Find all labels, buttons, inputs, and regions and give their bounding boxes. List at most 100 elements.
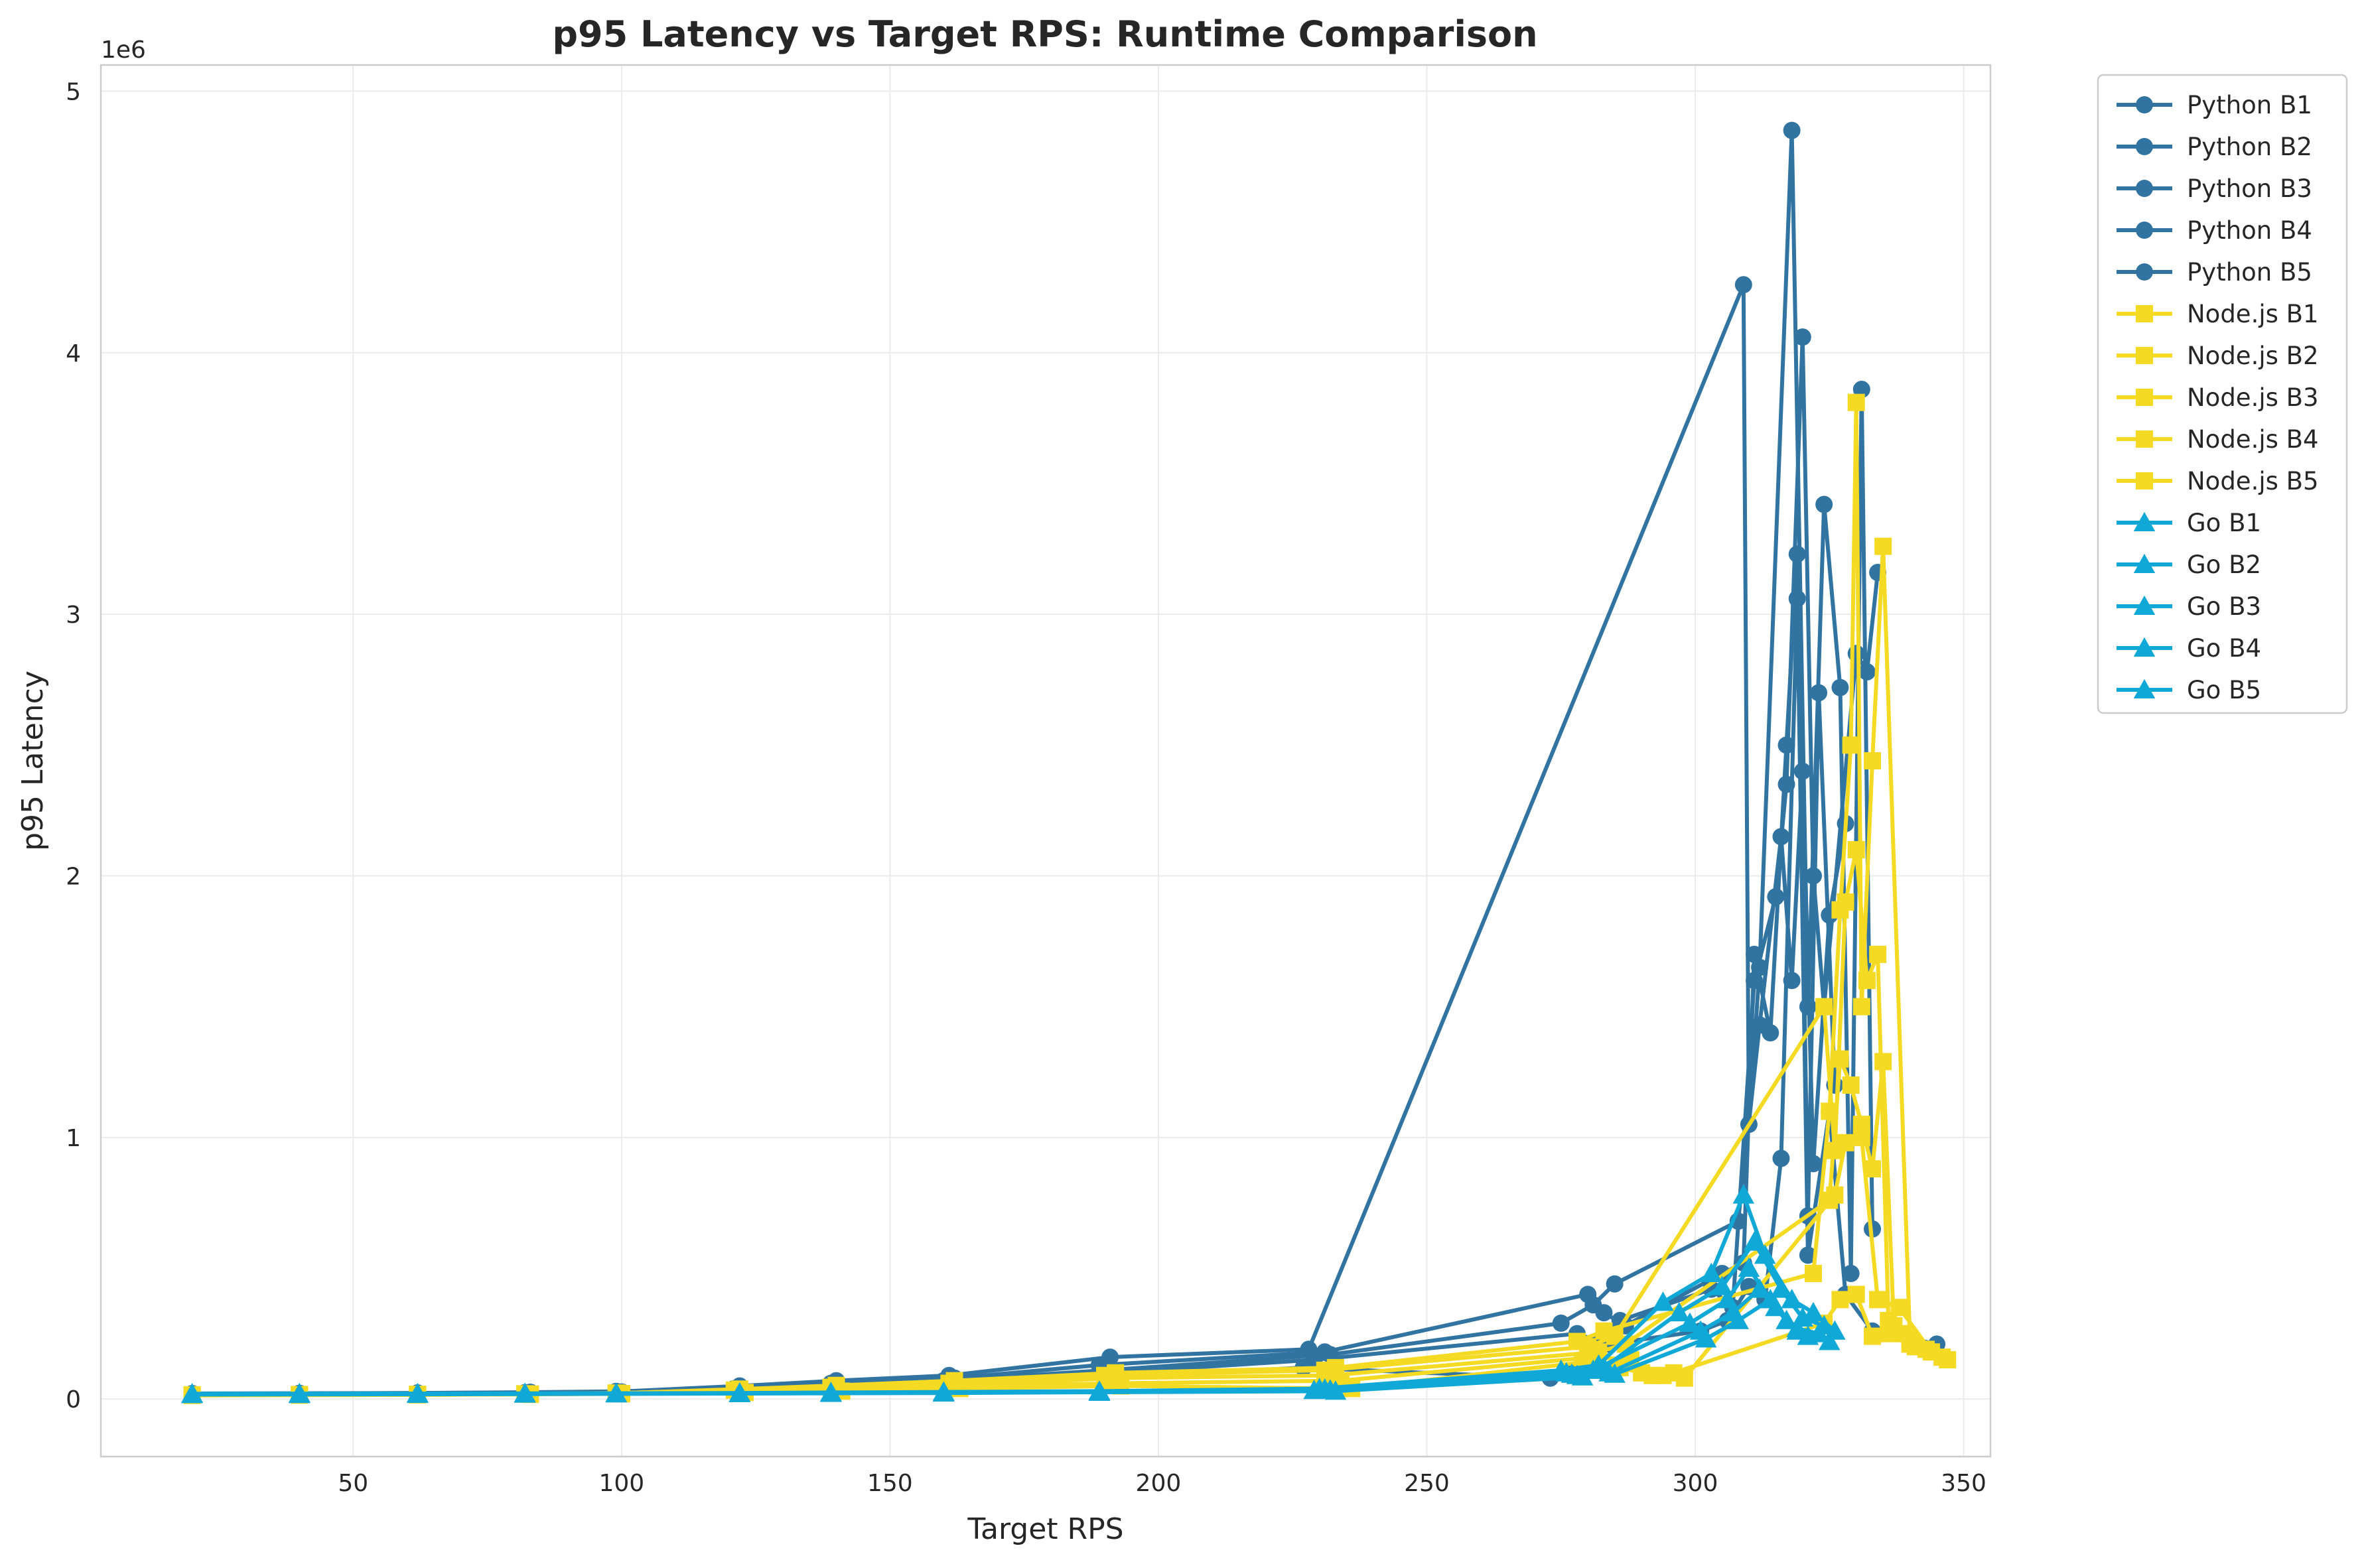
y-axis-label: p95 Latency bbox=[16, 671, 50, 851]
data-point bbox=[1786, 1320, 1808, 1340]
series bbox=[181, 121, 1957, 1404]
data-point bbox=[1738, 1257, 1760, 1277]
legend-item: Go B2 bbox=[2117, 551, 2261, 579]
legend-label: Python B2 bbox=[2187, 133, 2312, 161]
data-point bbox=[1770, 1278, 1792, 1298]
data-point bbox=[1793, 762, 1811, 780]
data-point bbox=[1874, 537, 1892, 555]
data-point bbox=[1826, 1186, 1844, 1204]
data-point bbox=[1732, 1184, 1755, 1204]
series-go-b5 bbox=[181, 1289, 1841, 1404]
data-point bbox=[1815, 495, 1833, 513]
data-point bbox=[407, 1383, 429, 1404]
data-point bbox=[1810, 684, 1828, 702]
x-tick-label: 300 bbox=[1673, 1470, 1718, 1497]
legend-swatch-marker bbox=[2136, 430, 2153, 448]
data-point bbox=[933, 1382, 955, 1402]
grid bbox=[101, 65, 1990, 1457]
tick-labels: 50 100 150 200 250 300 350 0 1 2 3 4 5 bbox=[66, 78, 1986, 1497]
data-point bbox=[1869, 1291, 1887, 1309]
legend-label: Go B5 bbox=[2187, 676, 2261, 704]
data-point bbox=[1665, 1364, 1683, 1382]
legend-label: Node.js B2 bbox=[2187, 342, 2319, 370]
data-point bbox=[1939, 1351, 1957, 1369]
legend-label: Python B5 bbox=[2187, 258, 2312, 287]
data-point bbox=[1751, 1016, 1769, 1034]
data-point bbox=[1552, 1314, 1570, 1332]
data-point bbox=[1668, 1301, 1690, 1322]
data-point bbox=[289, 1384, 311, 1404]
legend-item: Go B3 bbox=[2117, 592, 2261, 621]
x-tick-label: 350 bbox=[1941, 1470, 1986, 1497]
data-point bbox=[1604, 1363, 1626, 1383]
data-point bbox=[1805, 1155, 1822, 1173]
data-point bbox=[1831, 679, 1849, 696]
legend-item: Python B3 bbox=[2117, 174, 2312, 203]
data-point bbox=[1842, 1077, 1860, 1094]
y-tick-label: 5 bbox=[66, 78, 81, 105]
legend-swatch-marker bbox=[2133, 511, 2156, 531]
data-point bbox=[1864, 752, 1881, 769]
legend-item: Node.js B1 bbox=[2117, 300, 2319, 328]
data-point bbox=[605, 1383, 627, 1403]
data-point bbox=[1858, 972, 1876, 990]
legend-item: Python B4 bbox=[2117, 216, 2312, 245]
legend-item: Node.js B5 bbox=[2117, 467, 2319, 495]
data-point bbox=[1802, 1301, 1825, 1322]
chart-title: p95 Latency vs Target RPS: Runtime Compa… bbox=[552, 13, 1537, 55]
data-point bbox=[181, 1384, 203, 1404]
legend-item: Python B1 bbox=[2117, 91, 2312, 119]
data-point bbox=[514, 1383, 536, 1403]
x-axis-label: Target RPS bbox=[967, 1512, 1123, 1546]
data-point bbox=[1781, 1289, 1803, 1309]
data-point bbox=[1901, 1335, 1919, 1353]
legend-swatch-marker bbox=[2136, 222, 2153, 239]
data-point bbox=[1847, 1285, 1865, 1303]
data-point bbox=[1847, 841, 1865, 859]
y-tick-label: 0 bbox=[66, 1386, 81, 1413]
data-point bbox=[1815, 998, 1833, 1015]
x-tick-label: 250 bbox=[1404, 1470, 1450, 1497]
legend-item: Go B1 bbox=[2117, 509, 2261, 537]
legend-label: Go B3 bbox=[2187, 592, 2261, 621]
data-point bbox=[1864, 1327, 1881, 1345]
data-point bbox=[1783, 121, 1801, 139]
legend-swatch-marker bbox=[2133, 553, 2156, 573]
legend-label: Go B1 bbox=[2187, 509, 2261, 537]
legend-swatch-marker bbox=[2133, 637, 2156, 657]
legend-item: Go B4 bbox=[2117, 634, 2261, 663]
legend-swatch-marker bbox=[2136, 472, 2153, 490]
data-point bbox=[1743, 1231, 1766, 1251]
data-point bbox=[1652, 1291, 1674, 1311]
data-point bbox=[1643, 1366, 1661, 1384]
data-point bbox=[1788, 590, 1806, 608]
y-tick-label: 1 bbox=[66, 1125, 81, 1152]
data-point bbox=[1837, 893, 1854, 911]
legend-label: Node.js B5 bbox=[2187, 467, 2319, 495]
data-point bbox=[1695, 1328, 1717, 1348]
legend-swatch-marker bbox=[2136, 389, 2153, 406]
legend-swatch-marker bbox=[2136, 96, 2153, 113]
data-point bbox=[1760, 1289, 1781, 1309]
plot-frame bbox=[100, 64, 1992, 1458]
data-point bbox=[1852, 1128, 1870, 1146]
data-point bbox=[1727, 1309, 1749, 1329]
y-tick-label: 3 bbox=[66, 602, 81, 629]
data-point bbox=[1837, 1134, 1854, 1151]
data-point bbox=[1088, 1381, 1111, 1401]
data-point bbox=[1324, 1380, 1347, 1400]
data-point bbox=[1571, 1366, 1594, 1386]
data-point bbox=[1852, 998, 1870, 1015]
data-point bbox=[1869, 945, 1887, 963]
data-point bbox=[729, 1382, 751, 1402]
legend-item: Node.js B4 bbox=[2117, 425, 2319, 454]
legend-swatch-marker bbox=[2136, 347, 2153, 364]
data-point bbox=[1842, 736, 1860, 754]
data-point bbox=[1880, 1325, 1898, 1342]
legend-item: Python B2 bbox=[2117, 133, 2312, 161]
legend-item: Python B5 bbox=[2117, 258, 2312, 287]
x-tick-label: 200 bbox=[1136, 1470, 1182, 1497]
data-point bbox=[1874, 1053, 1892, 1071]
legend-item: Go B5 bbox=[2117, 676, 2261, 704]
